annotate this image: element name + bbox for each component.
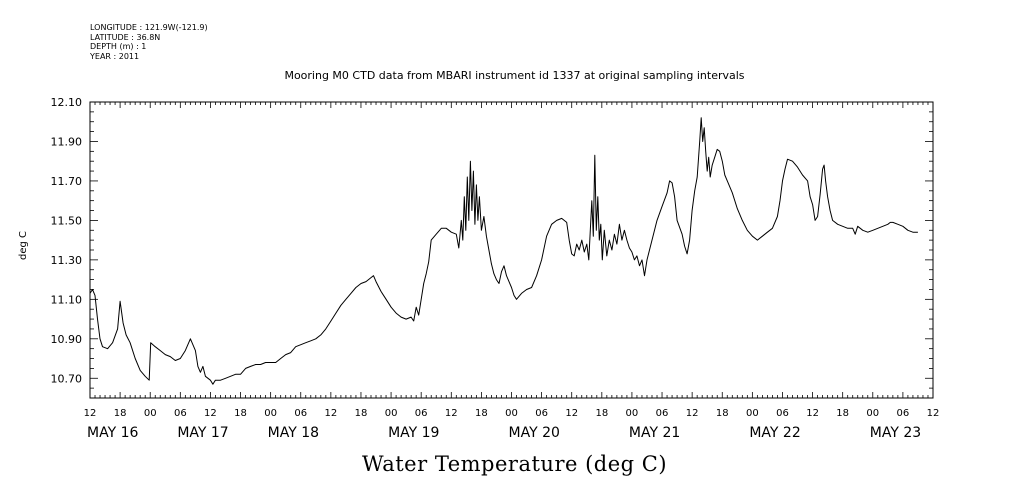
x-tick-label: 06 [776, 408, 789, 419]
date-label: MAY 19 [388, 425, 439, 441]
latitude-label: LATITUDE : 36.8N [90, 32, 161, 42]
x-tick-label: 06 [656, 408, 669, 419]
y-tick-label: 11.90 [51, 135, 83, 148]
x-tick-label: 06 [174, 408, 187, 419]
x-tick-label: 18 [355, 408, 368, 419]
x-tick-label: 18 [595, 408, 608, 419]
plot-frame [89, 101, 934, 399]
water-temperature-line [89, 117, 918, 385]
x-tick-label: 00 [264, 408, 277, 419]
y-tick-label: 11.50 [51, 214, 83, 227]
x-tick-label: 12 [927, 408, 940, 419]
x-tick-label: 00 [626, 408, 639, 419]
y-tick-label: 10.70 [51, 372, 83, 385]
date-label: MAY 17 [177, 425, 228, 441]
date-label: MAY 23 [870, 425, 921, 441]
x-tick-label: 12 [806, 408, 819, 419]
y-axis-label: deg C [18, 230, 29, 260]
metadata-block: LONGITUDE : 121.9W(-121.9) LATITUDE : 36… [90, 23, 208, 61]
x-tick-label: 12 [84, 408, 97, 419]
x-tick-label: 18 [836, 408, 849, 419]
x-tick-label: 18 [114, 408, 127, 419]
y-tick-label: 11.10 [51, 293, 83, 306]
x-tick-label: 12 [565, 408, 578, 419]
longitude-label: LONGITUDE : 121.9W(-121.9) [90, 23, 208, 32]
year-label: YEAR : 2011 [90, 51, 140, 61]
date-label: MAY 22 [749, 425, 800, 441]
x-tick-label: 18 [234, 408, 247, 419]
y-tick-label: 12.10 [51, 96, 83, 109]
x-tick-label: 12 [445, 408, 458, 419]
chart-title: Mooring M0 CTD data from MBARI instrumen… [284, 69, 745, 82]
x-tick-label: 18 [716, 408, 729, 419]
x-tick-label: 00 [746, 408, 759, 419]
x-tick-label: 12 [324, 408, 337, 419]
y-tick-label: 11.30 [51, 254, 83, 267]
x-tick-label: 06 [415, 408, 428, 419]
x-tick-label: 06 [294, 408, 307, 419]
x-tick-label: 00 [385, 408, 398, 419]
x-axis-label: Water Temperature (deg C) [361, 452, 668, 476]
date-label: MAY 18 [268, 425, 319, 441]
y-tick-label: 11.70 [51, 175, 83, 188]
y-tick-label: 10.90 [51, 333, 83, 346]
x-tick-label: 00 [866, 408, 879, 419]
date-label: MAY 21 [629, 425, 680, 441]
x-tick-label: 12 [686, 408, 699, 419]
x-tick-label: 06 [897, 408, 910, 419]
date-label: MAY 20 [509, 425, 560, 441]
x-tick-label: 12 [204, 408, 217, 419]
date-label: MAY 16 [87, 425, 138, 441]
x-tick-label: 06 [535, 408, 548, 419]
x-tick-label: 18 [475, 408, 488, 419]
x-tick-label: 00 [505, 408, 518, 419]
x-tick-label: 00 [144, 408, 157, 419]
depth-label: DEPTH (m) : 1 [90, 42, 147, 51]
